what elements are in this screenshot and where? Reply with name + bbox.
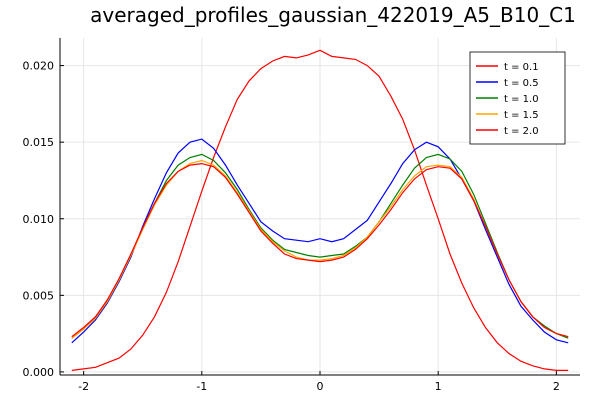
- legend-label: t = 2.0: [504, 126, 539, 137]
- series-line: [71, 138, 569, 344]
- series-line: [71, 49, 569, 371]
- y-tick-label: 0.020: [23, 60, 55, 73]
- y-tick-label: 0.000: [23, 366, 55, 379]
- legend-label: t = 1.5: [504, 110, 539, 121]
- series-line: [71, 162, 569, 338]
- x-tick-label: 2: [553, 380, 560, 393]
- x-tick-label: -1: [196, 380, 207, 393]
- series-lines: [71, 49, 569, 371]
- y-tick-label: 0.010: [23, 213, 55, 226]
- axes: -2 -1 0 1 2 0.000 0.005 0.010 0.015 0.020: [23, 38, 580, 393]
- legend-label: t = 0.1: [504, 62, 539, 73]
- chart-title: averaged_profiles_gaussian_422019_A5_B10…: [90, 3, 576, 27]
- legend-label: t = 1.0: [504, 94, 539, 105]
- legend: t = 0.1 t = 0.5 t = 1.0 t = 1.5 t = 2.0: [469, 51, 566, 145]
- legend-label: t = 0.5: [504, 78, 539, 89]
- x-tick-label: 0: [317, 380, 324, 393]
- y-tick-label: 0.005: [23, 289, 55, 302]
- x-tick-label: 1: [435, 380, 442, 393]
- x-tick-label: -2: [78, 380, 89, 393]
- y-tick-label: 0.015: [23, 136, 55, 149]
